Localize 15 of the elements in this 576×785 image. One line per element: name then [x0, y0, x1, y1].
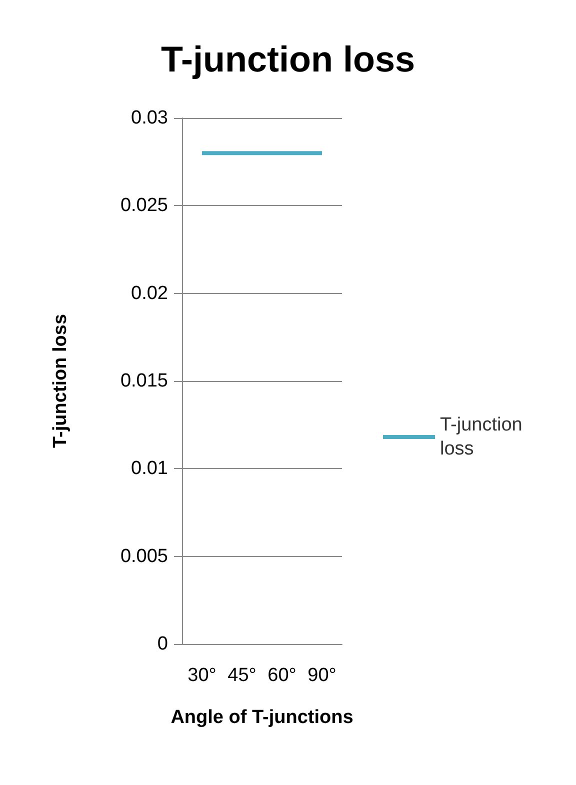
y-tick-label: 0 — [157, 634, 168, 654]
y-tick-label: 0.03 — [131, 108, 168, 128]
y-tick-label: 0.02 — [131, 282, 168, 304]
legend-label: T-junction loss — [440, 414, 528, 460]
x-axis-title: Angle of T-junctions — [170, 707, 354, 728]
x-tick-label: 30° — [188, 665, 216, 686]
chart-title: T-junction loss — [161, 38, 416, 80]
y-tick-label: 0.01 — [131, 458, 168, 480]
y-tick-label: 0.015 — [120, 370, 168, 392]
x-tick-label: 45° — [228, 665, 256, 686]
y-tick-label: 0.025 — [120, 195, 168, 216]
x-tick-label: 90° — [308, 665, 336, 686]
y-axis-title: T-junction loss — [50, 314, 71, 448]
y-tick-label: 0.005 — [120, 546, 168, 567]
x-tick-label: 60° — [268, 665, 296, 686]
